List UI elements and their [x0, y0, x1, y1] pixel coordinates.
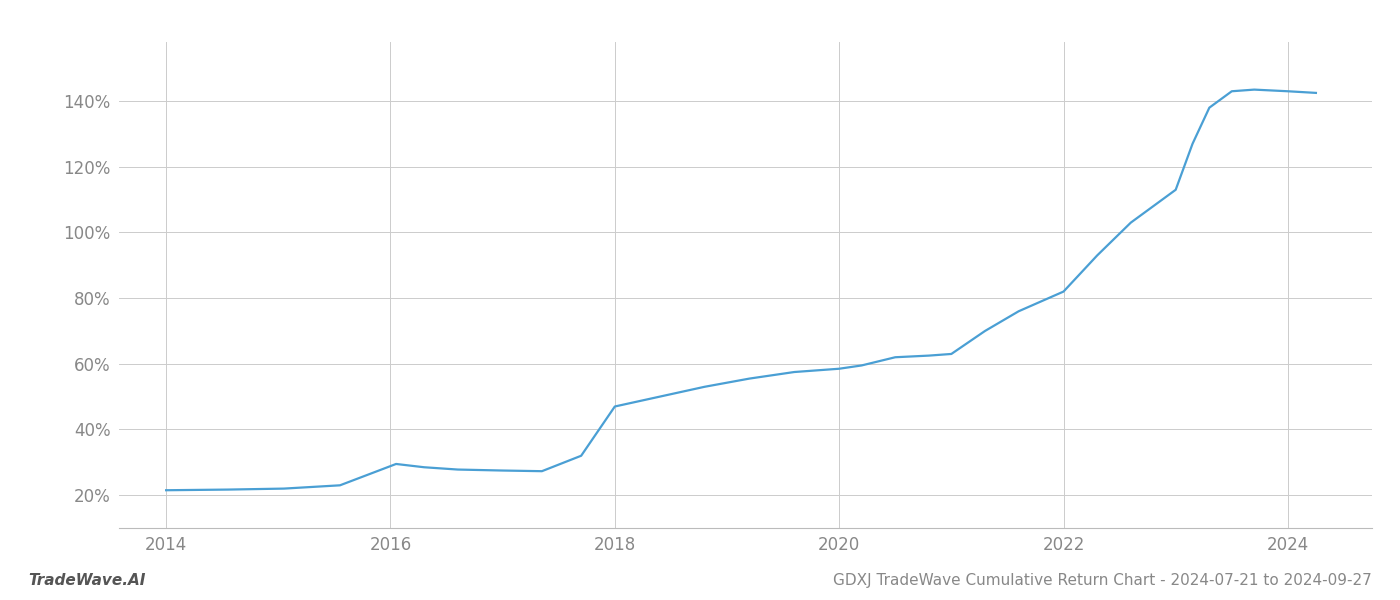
- Text: TradeWave.AI: TradeWave.AI: [28, 573, 146, 588]
- Text: GDXJ TradeWave Cumulative Return Chart - 2024-07-21 to 2024-09-27: GDXJ TradeWave Cumulative Return Chart -…: [833, 573, 1372, 588]
